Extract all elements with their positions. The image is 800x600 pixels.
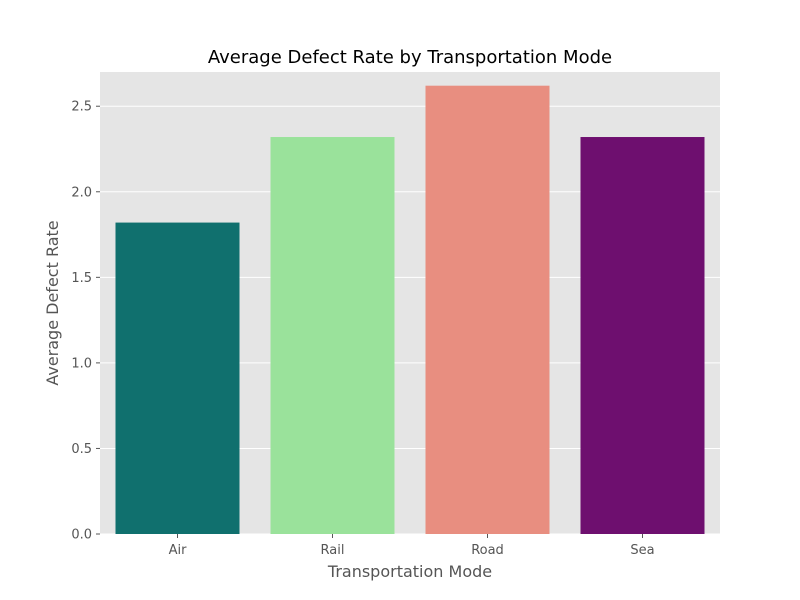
y-tick-label: 0.0 (71, 528, 92, 543)
bar-sea (580, 137, 705, 534)
bar-rail (270, 137, 395, 534)
bar-road (425, 85, 550, 534)
chart-title: Average Defect Rate by Transportation Mo… (208, 47, 612, 68)
y-tick-label: 2.0 (71, 185, 92, 200)
x-axis-ticks: Air Rail Road Sea (169, 534, 655, 558)
y-axis-ticks: 0.0 0.5 1.0 1.5 2.0 2.5 (71, 100, 100, 543)
y-tick-label: 2.5 (71, 100, 92, 115)
y-tick-label: 1.5 (71, 271, 92, 286)
x-tick-label: Sea (630, 543, 654, 558)
bar-air (115, 222, 240, 535)
bars (115, 85, 705, 535)
y-tick-label: 0.5 (71, 442, 92, 457)
y-tick-label: 1.0 (71, 356, 92, 371)
x-tick-label: Road (471, 543, 504, 558)
x-tick-label: Air (169, 543, 188, 558)
x-tick-label: Rail (321, 543, 345, 558)
x-axis-label: Transportation Mode (327, 562, 492, 581)
y-axis-label: Average Defect Rate (43, 220, 62, 385)
